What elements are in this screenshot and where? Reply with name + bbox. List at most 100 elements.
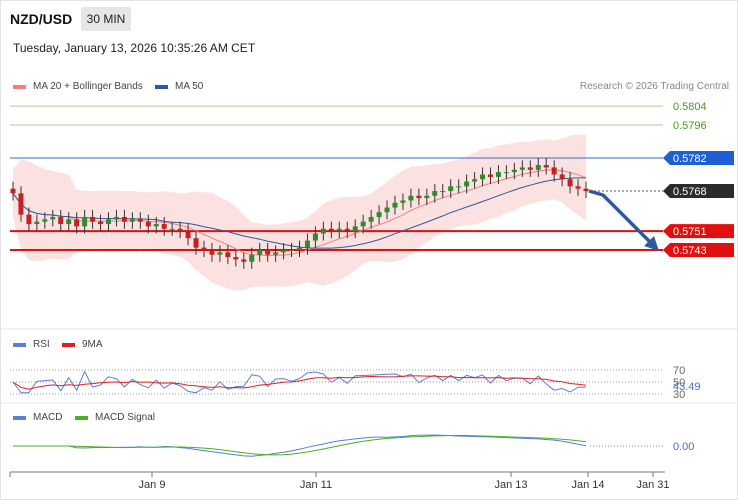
candle-body	[551, 167, 557, 175]
candle-body	[145, 221, 151, 227]
x-tick-label: Jan 14	[571, 479, 604, 491]
rsi-line	[12, 370, 587, 394]
macd-swatch	[13, 415, 26, 420]
candle-body	[193, 238, 199, 248]
x-tick-label: Jan 31	[636, 479, 669, 491]
legend-rsi-ma: 9MA	[62, 339, 103, 350]
rsi-level-label: 30	[673, 389, 685, 401]
candle-body	[384, 207, 390, 213]
copyright: Research © 2026 Trading Central	[579, 81, 729, 92]
signal-label: MACD Signal	[95, 412, 156, 423]
x-tick-label: Jan 11	[300, 479, 332, 491]
x-tick-label: Jan 9	[139, 479, 166, 491]
ma20-label: MA 20 + Bollinger Bands	[33, 81, 143, 92]
x-axis: Jan 9 Jan 11 Jan 13 Jan 14 Jan 31	[9, 471, 670, 491]
level-label: 0.5782	[673, 153, 707, 165]
candle-body	[233, 257, 239, 260]
candle-body	[320, 228, 326, 234]
ma50-swatch	[155, 84, 168, 89]
timestamp: Tuesday, January 13, 2026 10:35:26 AM CE…	[13, 41, 256, 55]
candle-body	[90, 216, 96, 222]
legend-ma50: MA 50	[155, 81, 203, 92]
candle-body	[448, 186, 454, 192]
candle-body	[297, 247, 302, 250]
macd-zero-label: 0.00	[673, 441, 694, 453]
rsi-label: RSI	[33, 339, 50, 350]
ma50-label: MA 50	[175, 81, 204, 92]
bollinger-bands	[13, 134, 586, 291]
candle-body	[265, 250, 271, 255]
candle-body	[66, 219, 72, 225]
rsi-swatch	[13, 342, 26, 347]
macd-panel: 0.00	[13, 434, 694, 457]
candle-body	[26, 214, 32, 225]
candle-body	[34, 221, 40, 225]
candle-body	[98, 221, 104, 225]
candle-body	[336, 228, 342, 232]
candle-body	[376, 212, 382, 217]
candle-body	[503, 172, 509, 174]
candle-body	[368, 216, 374, 222]
candle-body	[472, 179, 478, 182]
level-tag	[663, 184, 734, 199]
candle-body	[567, 179, 573, 187]
candle-body	[209, 250, 215, 255]
forecast-arrow	[588, 189, 659, 251]
candle-body	[464, 181, 470, 187]
candle-body	[440, 191, 446, 193]
candle-body	[360, 221, 366, 227]
rsi-level-label: 70	[673, 365, 685, 377]
candle-body	[312, 233, 318, 241]
candle-body	[281, 250, 287, 253]
candle-body	[392, 202, 398, 208]
candle-body	[408, 195, 414, 201]
candle-body	[519, 167, 525, 170]
candle-body	[113, 216, 119, 220]
candle-body	[249, 254, 255, 262]
level-label: 0.5796	[673, 120, 707, 132]
candle-body	[575, 186, 581, 189]
candle-body	[137, 219, 143, 222]
candles	[10, 158, 589, 269]
candle-body	[559, 174, 565, 180]
candle-body	[217, 252, 223, 255]
candle-body	[424, 195, 430, 199]
candle-body	[328, 228, 334, 232]
price-levels: 0.5804 0.5796 0.5782 0.5768 0.5751 0.5743	[10, 101, 734, 257]
candle-body	[480, 174, 486, 180]
candle-body	[257, 250, 263, 255]
rsi-ma-swatch	[62, 342, 75, 347]
candle-body	[185, 231, 191, 239]
candle-body	[153, 224, 159, 227]
candle-body	[18, 193, 24, 215]
candle-body	[58, 216, 64, 225]
symbol-title: NZD/USD	[10, 11, 73, 27]
candle-body	[456, 186, 462, 188]
candle-body	[583, 188, 589, 192]
level-label: 0.5768	[673, 186, 707, 198]
level-tag	[663, 243, 734, 257]
rsi-level-label: 50	[673, 377, 685, 389]
candle-body	[344, 228, 350, 232]
candle-body	[495, 172, 501, 177]
level-label: 0.5743	[673, 245, 707, 257]
level-label: 0.5804	[673, 101, 707, 113]
candle-body	[400, 200, 406, 203]
candle-body	[432, 191, 438, 196]
forecast-arrow-head	[644, 236, 659, 251]
legend-ma20: MA 20 + Bollinger Bands	[13, 81, 143, 92]
candle-body	[511, 169, 517, 173]
candle-body	[304, 240, 310, 248]
timeframe-button[interactable]: 30 MIN	[81, 7, 131, 31]
rsi-ma-label: 9MA	[82, 339, 103, 350]
rsi-current-value: 43.49	[673, 381, 701, 393]
candle-body	[527, 167, 533, 170]
forecast-arrow-line	[588, 189, 653, 245]
macd-label: MACD	[33, 412, 63, 423]
candle-body	[10, 188, 16, 194]
bollinger-band-area	[13, 134, 586, 291]
candle-body	[241, 259, 247, 262]
candle-body	[273, 252, 279, 255]
candle-body	[50, 216, 56, 220]
